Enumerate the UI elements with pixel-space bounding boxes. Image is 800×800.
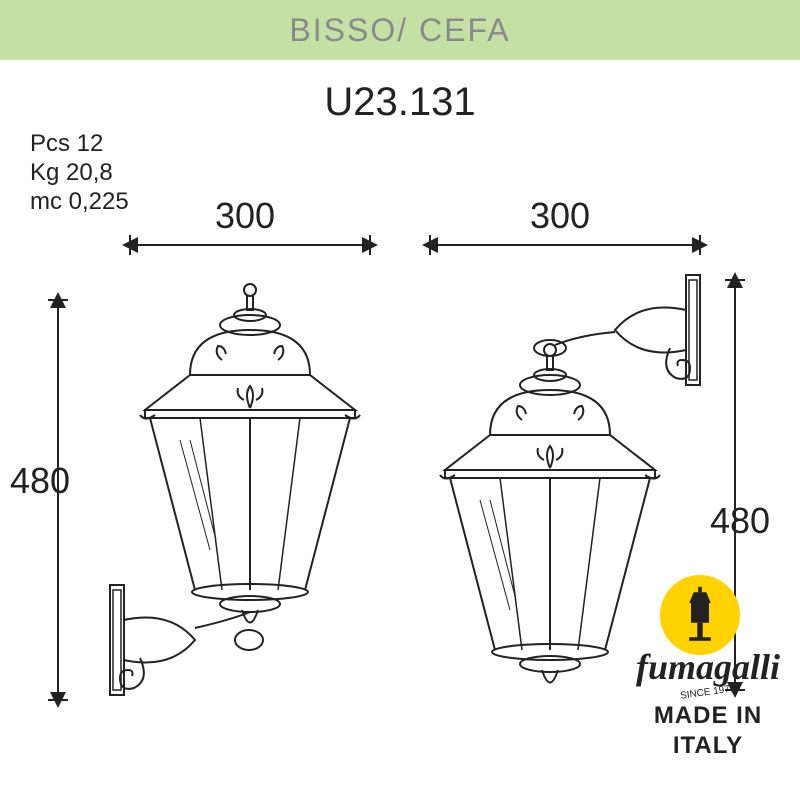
country-label: ITALY: [636, 732, 780, 760]
brand-name: fumagalli: [636, 653, 780, 682]
made-in-label: MADE IN: [636, 702, 780, 730]
brand-since: SINCE 1973: [680, 683, 737, 702]
brand-block: fumagalli SINCE 1973 MADE IN ITALY: [636, 653, 780, 760]
